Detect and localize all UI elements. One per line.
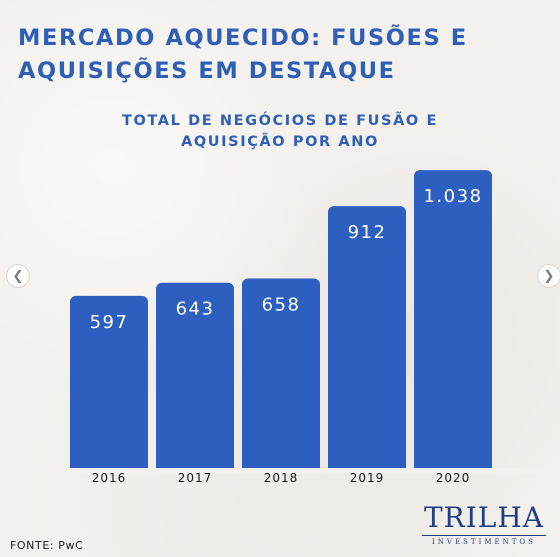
category-label-2019: 2019 [350, 471, 385, 485]
headline-line-2: AQUISIÇÕES EM DESTAQUE [18, 58, 396, 84]
value-labels-layer: 597 643 658 912 1.038 [90, 186, 482, 333]
bar-2017 [156, 282, 234, 474]
page-headline: MERCADO AQUECIDO: FUSÕES E AQUISIÇÕES EM… [18, 22, 538, 88]
value-label-2018: 658 [262, 294, 301, 315]
value-label-2016: 597 [90, 312, 129, 333]
headline-line-1: MERCADO AQUECIDO: FUSÕES E [18, 25, 468, 51]
chevron-left-icon: ❮ [12, 268, 24, 284]
category-label-2018: 2018 [264, 471, 299, 485]
previous-slide-button[interactable]: ❮ [6, 264, 30, 288]
bar-2019 [328, 206, 406, 474]
category-label-2016: 2016 [92, 471, 127, 485]
source-note: FONTE: PwC [10, 539, 84, 552]
value-label-2019: 912 [348, 222, 387, 243]
next-slide-button[interactable]: ❯ [537, 264, 560, 288]
bar-2018 [242, 278, 320, 474]
bar-2016 [70, 295, 148, 474]
chevron-right-icon: ❯ [543, 268, 555, 284]
bar-2020 [414, 170, 492, 475]
logo-wordmark: TRILHA [423, 501, 545, 534]
baseline-mask [0, 468, 560, 474]
category-label-2017: 2017 [178, 471, 213, 485]
brand-logo: TRILHA INVESTIMENTOS [414, 503, 554, 546]
category-label-2020: 2020 [436, 471, 471, 485]
value-label-2020: 1.038 [423, 186, 482, 207]
chart-title-line-1: TOTAL DE NEGÓCIOS DE FUSÃO E [121, 113, 439, 129]
chart-title-line-2: AQUISIÇÃO POR ANO [181, 134, 379, 150]
category-labels-layer: 2016 2017 2018 2019 2020 [92, 471, 471, 485]
logo-subtitle: INVESTIMENTOS [422, 535, 546, 546]
value-label-2017: 643 [176, 299, 215, 320]
bars-layer [0, 170, 560, 475]
chart-title: TOTAL DE NEGÓCIOS DE FUSÃO E AQUISIÇÃO P… [80, 111, 480, 153]
